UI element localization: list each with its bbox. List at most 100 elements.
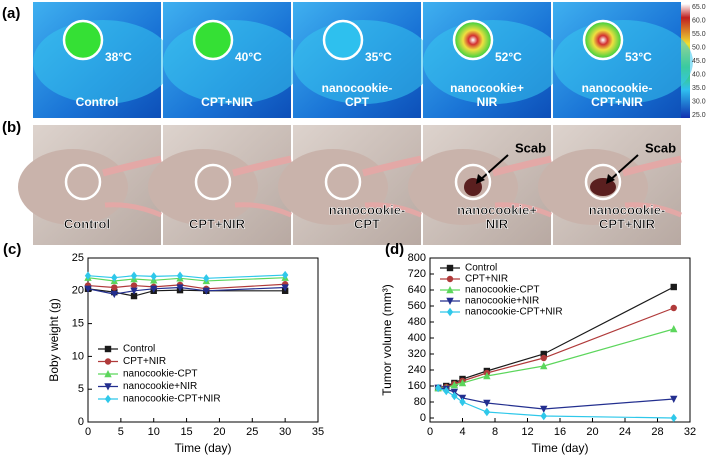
series-line (87, 288, 286, 297)
legend-marker (104, 394, 112, 404)
scale-label: 35.0 (692, 85, 706, 92)
mouse-body (33, 20, 173, 104)
y-tick-label: 0 (420, 412, 426, 424)
tumor-ring (454, 163, 492, 201)
tumor-spot (455, 22, 491, 58)
scale-label: 45.0 (692, 58, 706, 65)
x-tick-label: 20 (586, 426, 598, 438)
marker (84, 285, 92, 293)
marker (150, 272, 157, 281)
marker (540, 405, 548, 413)
caption: NIR (486, 216, 509, 231)
x-tick-label: 15 (180, 426, 192, 438)
marker (540, 362, 548, 370)
x-tick-label: 10 (148, 426, 160, 438)
arrow-head (476, 174, 485, 184)
caption: CPT (345, 95, 370, 109)
marker (176, 284, 184, 292)
marker (202, 287, 210, 295)
y-tick-label: 400 (408, 332, 426, 344)
caption: nanocookie- (329, 202, 406, 217)
caption: nanocookie+ (457, 202, 537, 217)
x-tick-label: 8 (492, 426, 498, 438)
x-tick-label: 25 (246, 426, 258, 438)
marker (670, 283, 677, 291)
legend-label: CPT+NIR (123, 356, 166, 367)
tumor-ring (452, 19, 494, 61)
tumor-ring (582, 19, 624, 61)
tumor-spot (325, 22, 361, 58)
x-tick-label: 0 (85, 426, 91, 438)
caption: nanocookie- (582, 81, 653, 95)
marker (483, 407, 491, 417)
caption: NIR (477, 95, 498, 109)
temperature: 53°C (625, 50, 652, 64)
y-tick-label: 720 (408, 268, 426, 280)
marker (670, 304, 677, 312)
scale-label: 60.0 (692, 17, 706, 24)
x-tick-label: 20 (213, 426, 225, 438)
legend-marker (446, 286, 454, 294)
tumor-ring (584, 163, 622, 201)
marker (111, 284, 118, 291)
y-axis-label: Tumor volume (mm³) (380, 284, 394, 396)
series-line (87, 277, 286, 282)
annotation: Scab (515, 140, 546, 155)
y-tick-label: 640 (408, 284, 426, 296)
tumor-ring (194, 163, 232, 201)
annotation: Scab (645, 140, 676, 155)
marker (450, 381, 459, 389)
tail (362, 155, 422, 177)
x-axis-label: Time (day) (532, 441, 589, 455)
tumor-spot (195, 22, 231, 58)
caption: CPT+NIR (201, 95, 253, 109)
y-tick-label: 480 (408, 316, 426, 328)
y-tick-label: 15 (72, 318, 84, 330)
marker (130, 282, 138, 289)
y-tick-label: 80 (414, 396, 426, 408)
panel-label: (c) (3, 241, 21, 258)
marker (540, 354, 547, 362)
mouse-body (163, 20, 303, 104)
tail (364, 202, 422, 218)
x-tick-label: 16 (554, 426, 566, 438)
marker (110, 290, 118, 299)
marker (111, 273, 118, 282)
tumor-spot (585, 22, 621, 58)
marker (458, 379, 467, 387)
y-tick-label: 5 (78, 383, 84, 395)
y-tick-label: 320 (408, 348, 426, 360)
marker (670, 325, 678, 333)
marker (150, 285, 158, 293)
legend-marker (104, 358, 112, 365)
legend-label: nanocookie+NIR (123, 381, 197, 392)
marker (434, 383, 442, 393)
legend-marker (104, 383, 112, 391)
series-line (438, 387, 674, 410)
legend-label: nanocookie-CPT+NIR (123, 394, 221, 405)
scale-label: 65.0 (692, 4, 706, 11)
marker (540, 411, 547, 421)
panel-label: (d) (385, 241, 404, 258)
marker (443, 386, 450, 396)
series-line (87, 274, 286, 279)
tumor-ring (64, 163, 102, 201)
tail (492, 155, 552, 177)
caption: CPT (354, 216, 380, 231)
caption: CPT+NIR (591, 95, 643, 109)
legend-marker (104, 345, 112, 353)
marker (483, 372, 491, 380)
y-tick-label: 560 (408, 300, 426, 312)
caption: Control (64, 216, 110, 231)
scale-label: 40.0 (692, 71, 706, 78)
caption: CPT+NIR (189, 216, 246, 231)
tail (232, 155, 292, 177)
caption: nanocookie- (322, 81, 393, 95)
series-line (437, 387, 674, 419)
marker (130, 271, 138, 280)
marker (281, 284, 289, 292)
legend-label: nanocookie-CPT (465, 285, 539, 296)
marker (451, 391, 458, 401)
tail (624, 202, 682, 218)
